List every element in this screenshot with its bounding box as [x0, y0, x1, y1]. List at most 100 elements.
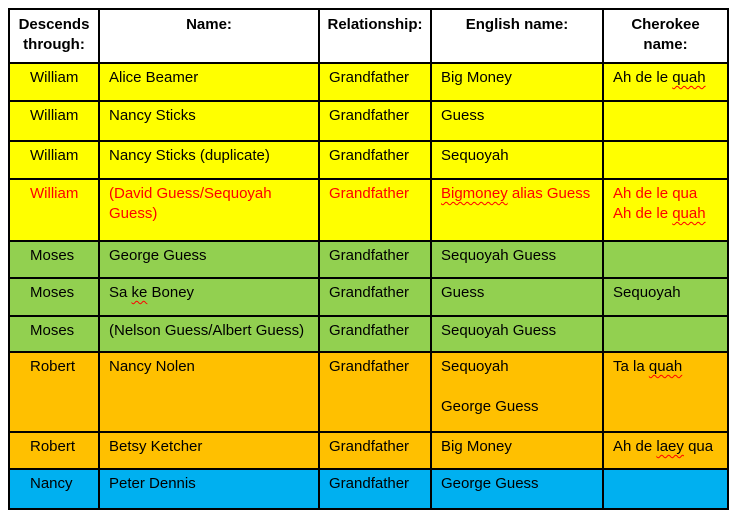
cell-relationship: Grandfather — [318, 240, 432, 279]
cell-paragraph: George Guess — [441, 474, 598, 494]
misspelled-word: Bigmoney — [441, 185, 508, 202]
cell-descends: Robert — [8, 351, 100, 433]
misspelled-word: laey — [656, 438, 684, 455]
cell-paragraph: Sequoyah — [613, 283, 723, 303]
cell-descends: William — [8, 140, 100, 180]
cell-paragraph: Grandfather — [329, 106, 426, 126]
cell-text: qua — [683, 438, 714, 455]
cell-paragraph: Grandfather — [329, 283, 426, 303]
table-row: William Nancy Sticks Grandfather Guess — [8, 100, 729, 142]
cell-english: Sequoyah George Guess — [430, 351, 604, 433]
column-header-english-name: English name: — [430, 8, 604, 64]
cell-name: Nancy Nolen — [98, 351, 320, 433]
cell-text: Nancy Sticks — [109, 107, 196, 124]
cell-paragraph: Bigmoney alias Guess — [441, 184, 598, 204]
cell-paragraph: Grandfather — [329, 357, 426, 377]
table-row: Robert Betsy Ketcher Grandfather Big Money A… — [8, 431, 729, 470]
cell-paragraph — [441, 377, 598, 397]
cell-cherokee — [602, 100, 729, 142]
cell-paragraph: Robert — [30, 437, 94, 457]
cell-cherokee — [602, 240, 729, 279]
cell-cherokee: Ah de le quah — [602, 62, 729, 102]
cell-descends: William — [8, 62, 100, 102]
cell-text: George Guess — [441, 475, 539, 492]
cell-text: Moses — [30, 247, 75, 264]
cell-paragraph: Sequoyah Guess — [441, 321, 598, 341]
cell-text: Grandfather — [329, 247, 410, 264]
cell-paragraph: Big Money — [441, 68, 598, 88]
column-header-descends-through: Descends through: — [8, 8, 100, 64]
cell-text: William — [30, 107, 79, 124]
cell-paragraph — [613, 146, 723, 166]
cell-name: Sa ke Boney — [98, 277, 320, 317]
cell-text: Grandfather — [329, 284, 410, 301]
cell-cherokee — [602, 140, 729, 180]
cell-english: Bigmoney alias Guess — [430, 178, 604, 242]
cell-paragraph: Peter Dennis — [109, 474, 314, 494]
cell-relationship: Grandfather — [318, 277, 432, 317]
cell-text: Robert — [30, 438, 76, 455]
table-row: William Alice Beamer Grandfather Big Money A… — [8, 62, 729, 102]
cell-paragraph: Ta la quah — [613, 357, 723, 377]
cell-text: William — [30, 185, 79, 202]
cell-descends: Robert — [8, 431, 100, 470]
cell-text: Grandfather — [329, 107, 410, 124]
cell-english: Big Money — [430, 431, 604, 470]
cell-english: Sequoyah Guess — [430, 240, 604, 279]
cell-text: Grandfather — [329, 438, 410, 455]
cell-name: George Guess — [98, 240, 320, 279]
cell-paragraph: Big Money — [441, 437, 598, 457]
cell-relationship: Grandfather — [318, 431, 432, 470]
cell-english: Sequoyah Guess — [430, 315, 604, 353]
cell-text: George Guess — [109, 247, 207, 264]
cell-text: Nancy Nolen — [109, 358, 195, 375]
cell-paragraph: Ah de le quah — [613, 68, 723, 88]
cell-text: Nancy Sticks (duplicate) — [109, 147, 270, 164]
column-header-cherokee-name: Cherokee name: — [602, 8, 729, 64]
cell-text: Grandfather — [329, 185, 410, 202]
cell-paragraph: (David Guess/Sequoyah Guess) — [109, 184, 314, 224]
cell-paragraph: Betsy Ketcher — [109, 437, 314, 457]
cell-text: (Nelson Guess/Albert Guess) — [109, 322, 305, 339]
cell-english: Guess — [430, 100, 604, 142]
cell-text: Guess — [441, 284, 485, 301]
cell-paragraph: Sequoyah — [441, 357, 598, 377]
cell-cherokee — [602, 468, 729, 510]
cell-paragraph: Sequoyah — [441, 146, 598, 166]
cell-paragraph: William — [30, 106, 94, 126]
cell-text: alias Guess — [507, 185, 591, 202]
cell-paragraph: Nancy Sticks (duplicate) — [109, 146, 314, 166]
table-body: William Alice Beamer Grandfather Big Money A… — [8, 62, 729, 510]
cell-text: Sequoyah Guess — [441, 322, 557, 339]
cell-text: Big Money — [441, 69, 512, 86]
cell-paragraph: Ah de le qua — [613, 184, 723, 204]
cell-relationship: Grandfather — [318, 140, 432, 180]
cell-relationship: Grandfather — [318, 351, 432, 433]
cell-text: Sa — [109, 284, 132, 301]
cell-relationship: Grandfather — [318, 178, 432, 242]
table-row: Moses George Guess Grandfather Sequoyah Gue… — [8, 240, 729, 279]
cell-paragraph: Nancy Sticks — [109, 106, 314, 126]
cell-text: Big Money — [441, 438, 512, 455]
cell-text: Boney — [147, 284, 195, 301]
table-row: Robert Nancy Nolen Grandfather Sequoyah Geo… — [8, 351, 729, 433]
cell-text: Moses — [30, 322, 75, 339]
cell-text: Robert — [30, 358, 76, 375]
cell-text: Sequoyah Guess — [441, 247, 557, 264]
cell-text: Peter Dennis — [109, 475, 196, 492]
cell-text: Betsy Ketcher — [109, 438, 203, 455]
cell-english: Guess — [430, 277, 604, 317]
cell-paragraph: Robert — [30, 357, 94, 377]
cell-text: Ah de — [613, 438, 657, 455]
cell-paragraph: William — [30, 184, 94, 204]
cell-descends: William — [8, 100, 100, 142]
cell-name: Peter Dennis — [98, 468, 320, 510]
cell-text: Ah de le — [613, 205, 673, 222]
cell-descends: William — [8, 178, 100, 242]
cell-text: Sequoyah — [441, 147, 509, 164]
cell-text: Alice Beamer — [109, 69, 199, 86]
cell-english: Sequoyah — [430, 140, 604, 180]
cell-paragraph: Alice Beamer — [109, 68, 314, 88]
misspelled-word: quah — [672, 69, 706, 86]
cell-paragraph: Grandfather — [329, 474, 426, 494]
